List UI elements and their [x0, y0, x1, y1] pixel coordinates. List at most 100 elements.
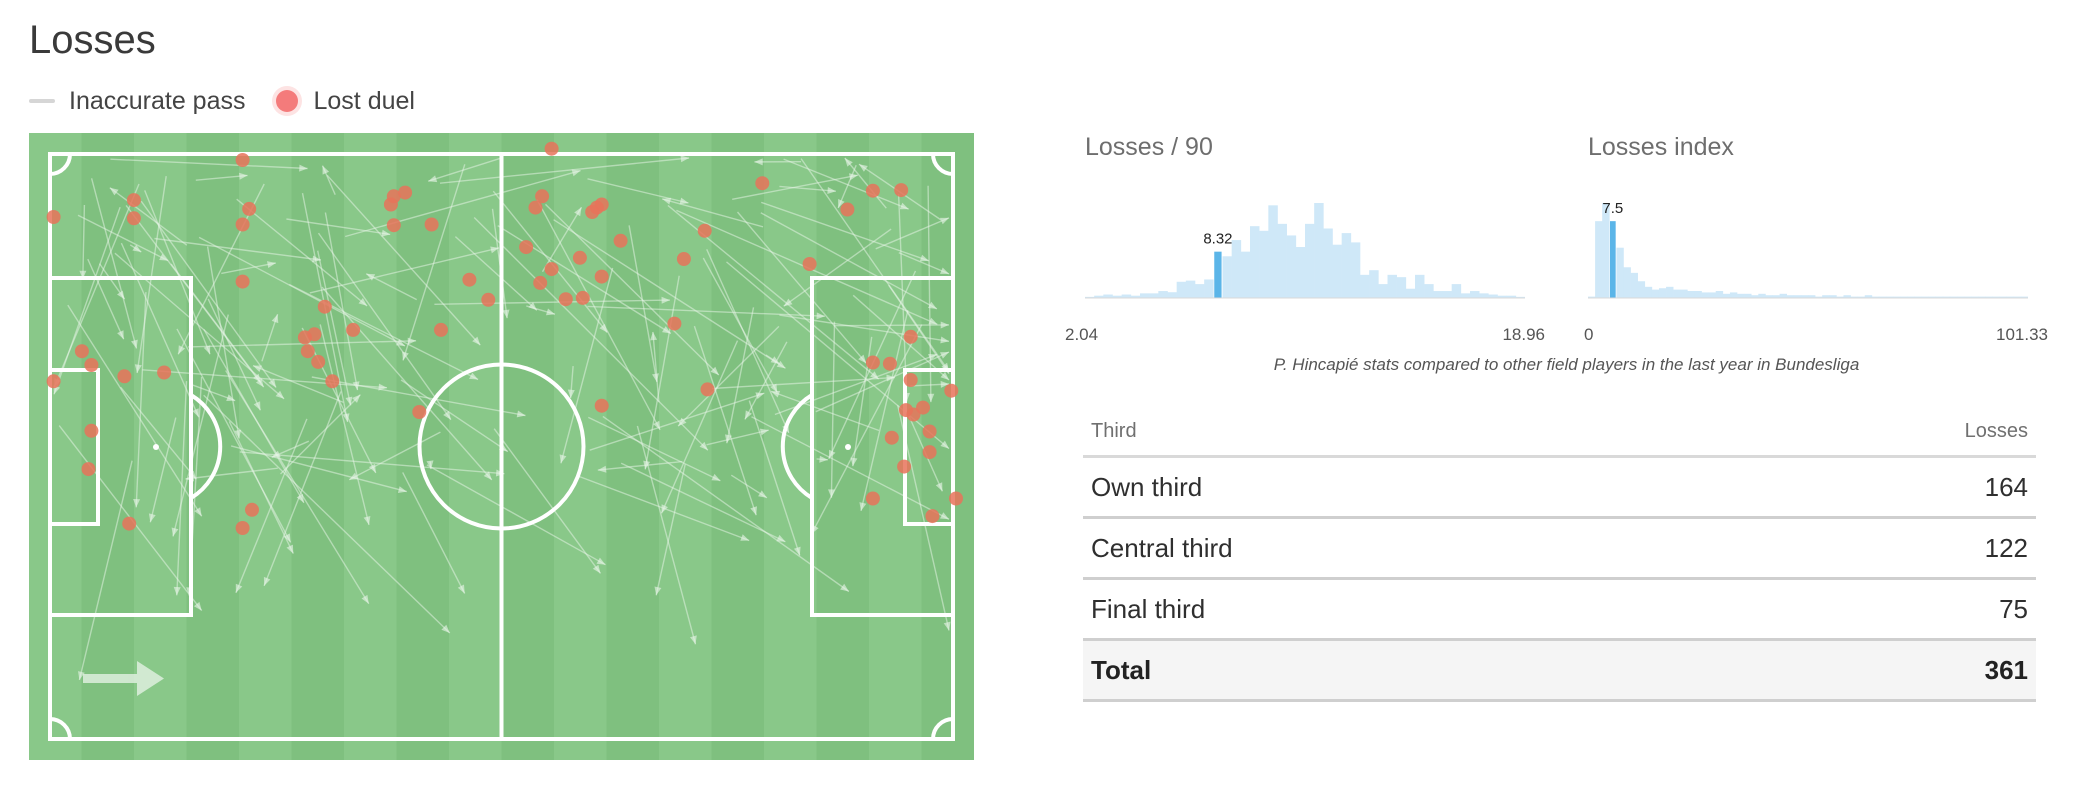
pass-arrowhead — [759, 428, 769, 436]
pass-arrowhead — [286, 544, 294, 554]
pass-arrow — [677, 325, 780, 427]
pass-arrowhead — [283, 533, 291, 543]
histogram-bar — [1985, 296, 1993, 298]
lost-duel-point — [585, 205, 600, 219]
histogram-bar — [1815, 296, 1823, 298]
histogram-bar — [1772, 295, 1780, 298]
pass-arrow — [198, 236, 406, 347]
histogram-bar — [1914, 296, 1922, 298]
lost-duel-point — [412, 405, 427, 419]
pass-arrowhead — [678, 417, 687, 427]
histogram-bar — [1680, 289, 1688, 298]
pass-arrowhead — [275, 390, 285, 399]
histogram-bar — [2020, 296, 2029, 298]
pass-arrowhead — [426, 460, 434, 470]
histogram-bar — [1630, 272, 1638, 298]
lost-duel-point — [74, 344, 89, 359]
pass-arrow — [365, 273, 418, 301]
lost-duel-point — [235, 217, 250, 232]
pass-arrowhead — [840, 583, 849, 592]
pass-arrow — [206, 246, 240, 439]
pass-arrowhead — [858, 354, 867, 364]
pass-arrow — [252, 364, 344, 404]
histogram-bar — [1878, 296, 1887, 298]
grass-stripe — [29, 133, 82, 760]
pass-arrow — [726, 307, 755, 444]
pass-arrowhead — [758, 490, 767, 498]
legend-label-inaccurate-pass: Inaccurate pass — [69, 86, 246, 115]
grass-stripe — [81, 133, 135, 760]
histogram-bar — [1992, 296, 2000, 298]
lost-duel-point — [865, 491, 880, 506]
pass-arrow — [779, 185, 836, 192]
pass-arrow — [844, 157, 887, 209]
grass-stripe — [606, 133, 660, 760]
pass-arrow — [628, 225, 658, 383]
histogram-bar — [1332, 244, 1342, 298]
pass-arrowhead — [193, 601, 202, 611]
pass-arrowhead — [793, 546, 801, 556]
pass-arrow — [236, 198, 368, 307]
pass-arrow — [53, 183, 140, 388]
pass-arrow — [77, 214, 169, 262]
table-total-row: Total 361 — [1083, 639, 2036, 702]
pass-arrowhead — [299, 164, 308, 172]
histogram-bar — [1195, 284, 1205, 298]
pass-arrow — [587, 305, 825, 317]
histogram-bar — [1871, 296, 1880, 298]
pass-arrowhead — [235, 583, 243, 593]
histogram-min-label: 2.04 — [1065, 325, 1099, 344]
histogram-bar — [1644, 286, 1653, 298]
pass-arrow — [830, 321, 836, 498]
left-penalty-spot — [153, 444, 159, 450]
pass-arrow — [90, 178, 138, 349]
pass-arrowhead — [940, 440, 949, 449]
pass-arrowhead — [783, 298, 793, 307]
right-penalty-spot — [845, 444, 851, 450]
pass-arrow — [263, 391, 342, 587]
pass-arrowhead — [940, 217, 949, 225]
histogram-bar — [1694, 291, 1702, 298]
histogram-bar — [1323, 228, 1333, 298]
pass-arrowhead — [680, 155, 690, 163]
histogram-bar — [1231, 240, 1242, 298]
pass-arrow — [439, 157, 690, 184]
histogram-bar — [1506, 295, 1517, 298]
pass-arrow — [927, 185, 932, 403]
pitch-svg — [29, 133, 974, 760]
pass-arrowhead — [859, 502, 867, 511]
pass-arrow — [736, 211, 867, 364]
pass-arrowhead — [819, 455, 828, 463]
row-label: Central third — [1083, 517, 1717, 580]
pass-arrowhead — [472, 336, 481, 346]
histogram-bar — [1479, 293, 1489, 298]
histogram-bar — [2013, 296, 2022, 298]
lost-duel-point — [317, 299, 332, 314]
pass-arrow — [324, 212, 359, 391]
row-value: 164 — [1716, 456, 2036, 519]
lost-duel-point — [882, 356, 897, 371]
lost-duel-point — [126, 193, 141, 208]
pass-arrowhead — [490, 246, 499, 254]
pass-arrow — [120, 386, 197, 480]
row-value: 75 — [1716, 578, 2036, 641]
pass-arrow — [82, 204, 86, 280]
pass-arrowhead — [457, 584, 465, 594]
pass-arrow — [587, 416, 721, 482]
histogram-bar — [1204, 279, 1214, 298]
histogram-bar — [1857, 296, 1866, 298]
pass-arrowhead — [849, 173, 858, 181]
histogram-bar — [1942, 296, 1951, 298]
lost-duel-point — [126, 211, 141, 226]
pass-arrow — [185, 467, 278, 480]
histogram-bar — [1277, 223, 1287, 298]
legend-item-inaccurate-pass[interactable]: Inaccurate pass — [29, 87, 246, 116]
legend-item-lost-duel[interactable]: Lost duel — [275, 87, 415, 116]
pass-arrowhead — [940, 380, 949, 388]
histogram-bar — [1999, 296, 2008, 298]
lost-duel-point — [894, 183, 909, 198]
histogram-bar — [1843, 295, 1851, 298]
pass-arrow — [810, 324, 923, 535]
histogram-bar — [1515, 296, 1526, 298]
pass-arrowhead — [352, 381, 360, 391]
